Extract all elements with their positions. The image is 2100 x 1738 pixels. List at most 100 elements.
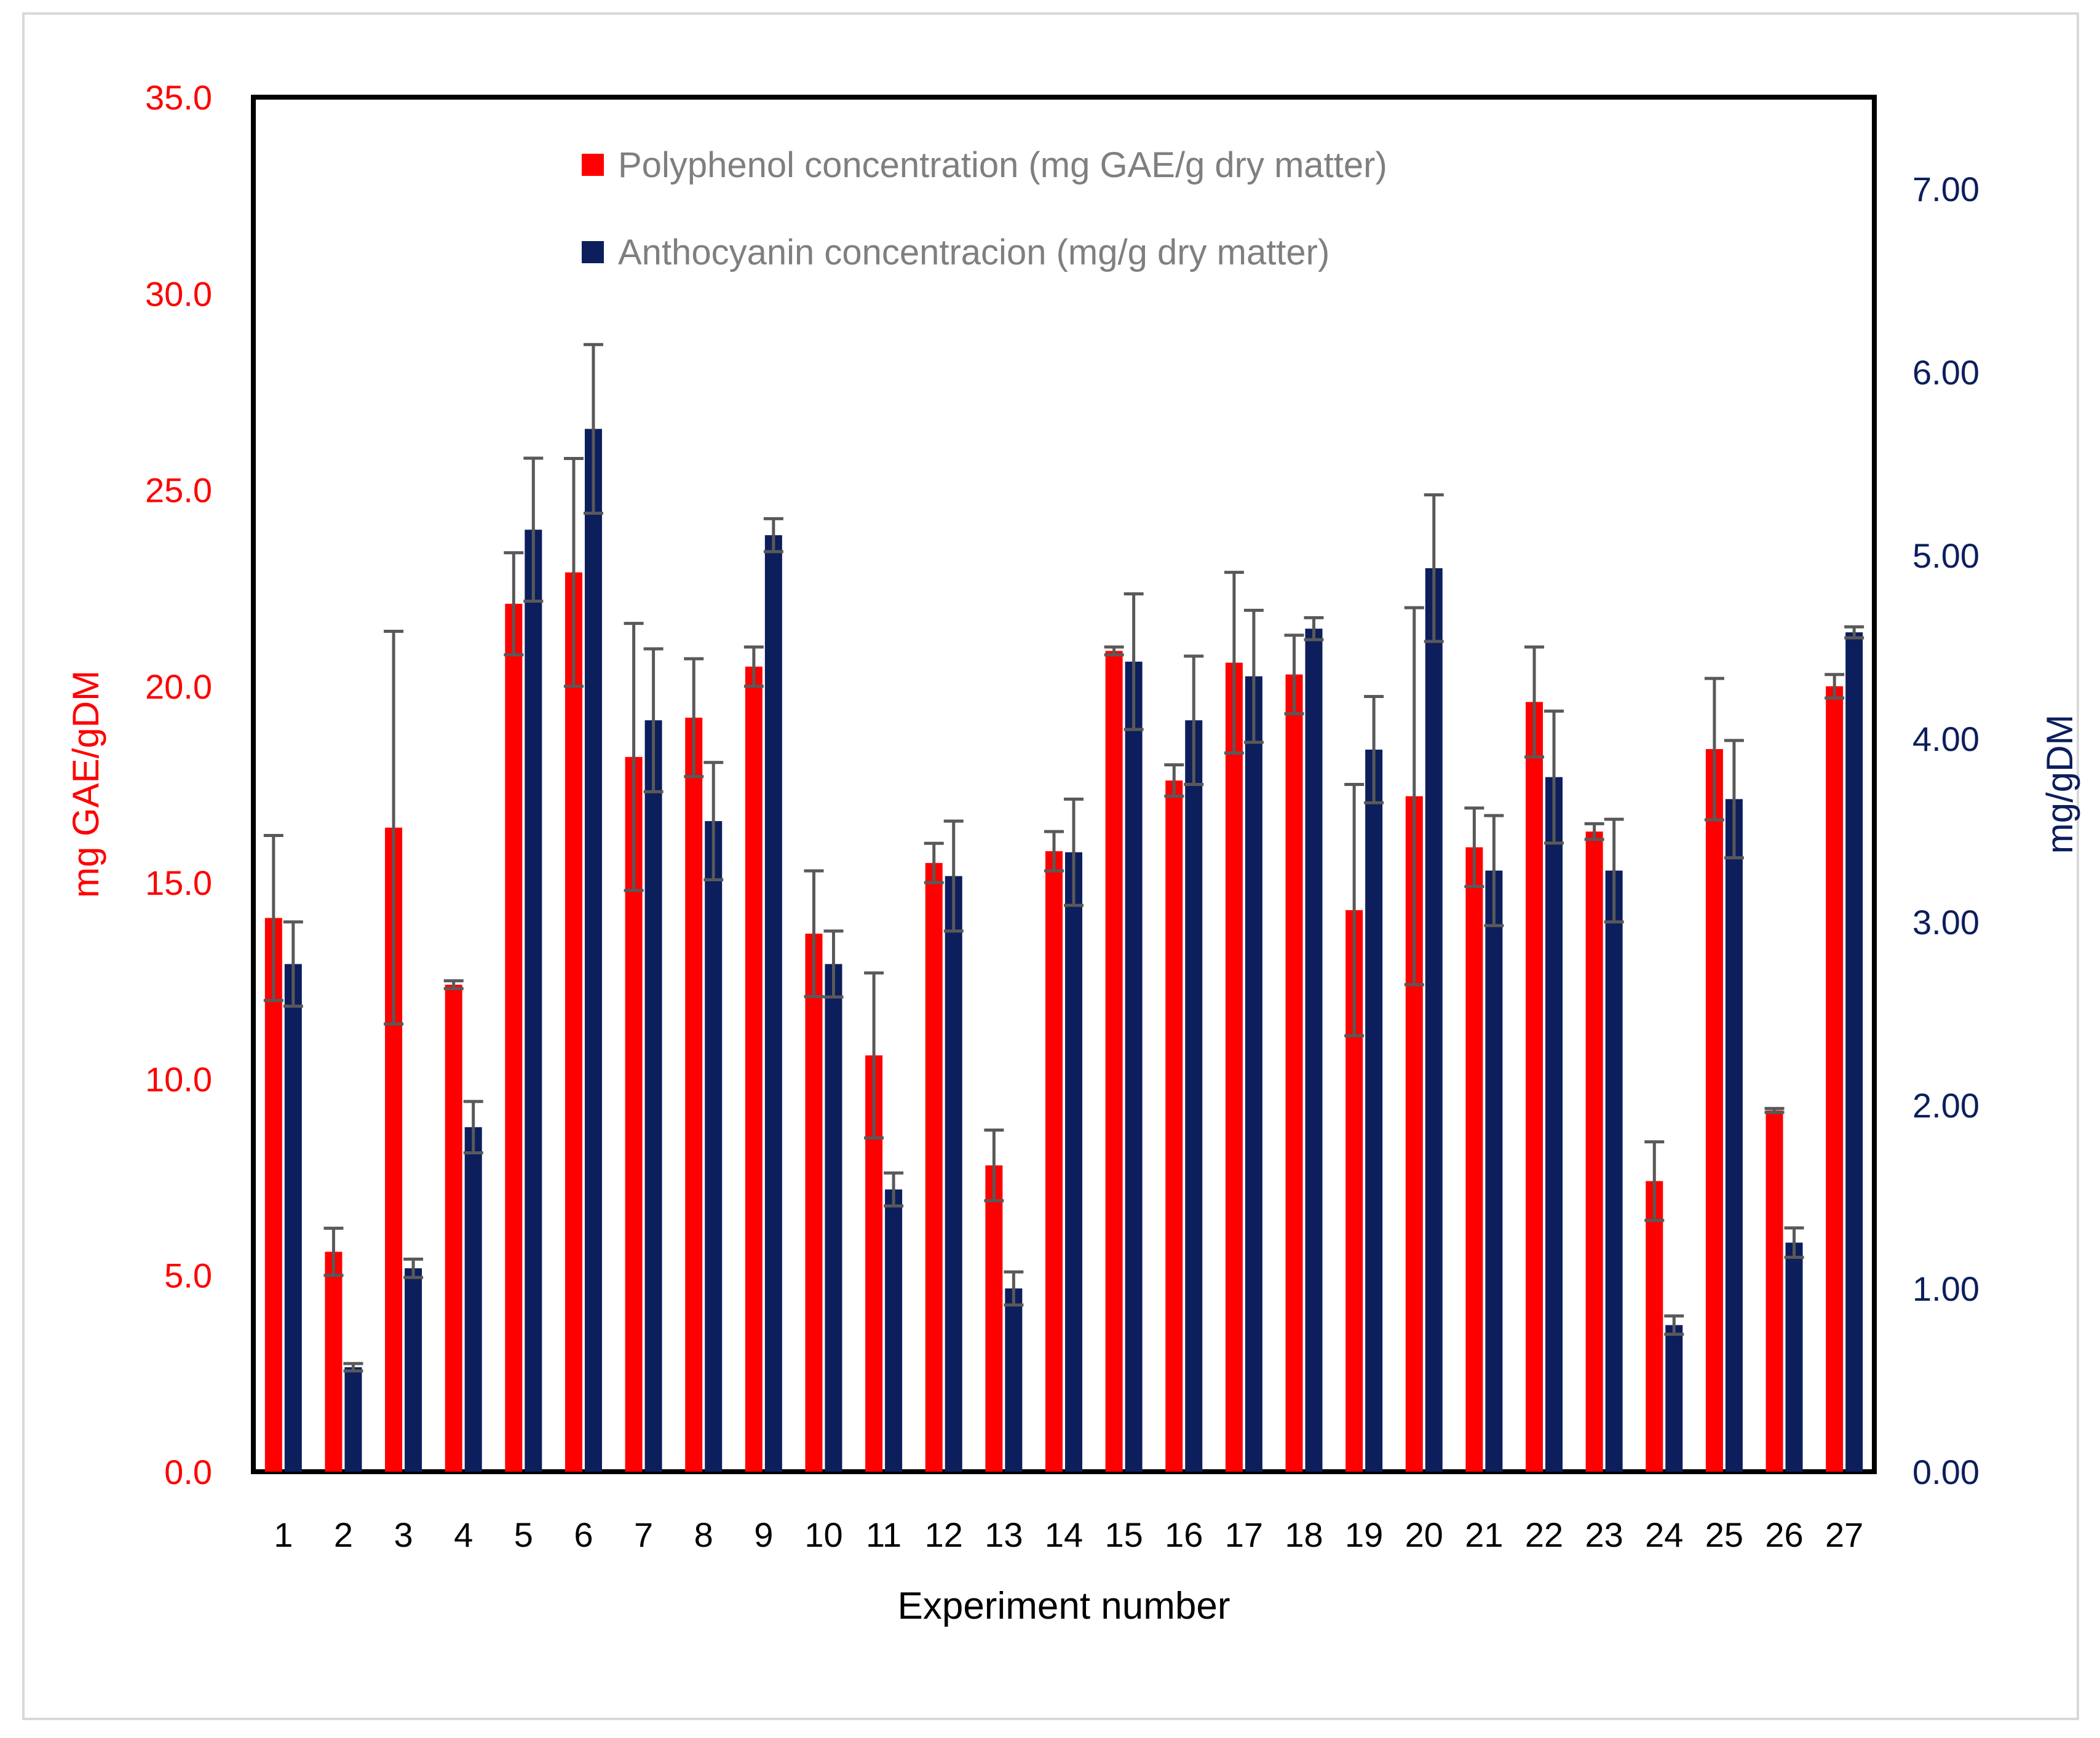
error-bar-polyphenol	[263, 834, 283, 1002]
bar-polyphenol	[925, 863, 943, 1472]
bar-polyphenol	[445, 985, 462, 1472]
bar-anthocyanin	[705, 821, 723, 1472]
bar-anthocyanin	[1665, 1325, 1683, 1472]
bar-anthocyanin	[1185, 720, 1203, 1472]
error-bar-anthocyanin	[1424, 493, 1444, 643]
y-tick-label-right: 7.00	[1912, 170, 1979, 208]
y-tick-label-left: 15.0	[145, 863, 212, 902]
x-tick-label: 3	[394, 1515, 413, 1554]
bar-anthocyanin	[1365, 749, 1383, 1472]
x-tick-label: 15	[1104, 1515, 1143, 1554]
y-tick-label-left: 0.0	[164, 1453, 212, 1491]
error-bar-anthocyanin	[1604, 817, 1624, 924]
bar-polyphenol	[1465, 847, 1483, 1472]
x-tick-label: 23	[1585, 1515, 1623, 1554]
bar-anthocyanin	[1785, 1242, 1803, 1472]
error-bar-polyphenol	[504, 551, 524, 657]
bar-anthocyanin	[464, 1127, 482, 1472]
bar-anthocyanin	[405, 1268, 422, 1472]
error-bar-polyphenol	[1344, 783, 1365, 1038]
legend-label-anthocyanin: Anthocyanin concentracion (mg/g dry matt…	[618, 232, 1329, 272]
bars-layer	[263, 343, 1864, 1472]
bar-anthocyanin	[945, 876, 962, 1472]
chart-frame	[22, 12, 2079, 1720]
bar-anthocyanin	[1245, 676, 1262, 1472]
x-tick-label: 27	[1825, 1515, 1863, 1554]
error-bar-anthocyanin	[583, 343, 603, 515]
bar-anthocyanin	[1725, 799, 1743, 1472]
x-tick-label: 22	[1525, 1515, 1563, 1554]
legend: Polyphenol concentration (mg GAE/g dry m…	[582, 145, 1387, 272]
error-bar-anthocyanin	[1664, 1314, 1684, 1336]
error-bar-polyphenol	[1704, 677, 1724, 822]
x-tick-label: 14	[1045, 1515, 1083, 1554]
x-tick-label: 16	[1165, 1515, 1203, 1554]
error-bar-anthocyanin	[1784, 1226, 1804, 1259]
x-tick-label: 2	[334, 1515, 353, 1554]
error-bar-polyphenol	[1644, 1140, 1665, 1222]
x-tick-label: 26	[1765, 1515, 1803, 1554]
x-tick-label: 4	[454, 1515, 473, 1554]
x-tick-label: 17	[1225, 1515, 1263, 1554]
bar-polyphenol	[1105, 651, 1123, 1472]
error-bar-polyphenol	[924, 841, 944, 884]
bar-polyphenol	[1585, 831, 1603, 1472]
bar-polyphenol	[325, 1252, 343, 1472]
x-tick-label: 25	[1705, 1515, 1743, 1554]
y-tick-label-right: 2.00	[1912, 1086, 1979, 1125]
error-bar-anthocyanin	[1004, 1270, 1024, 1307]
bar-polyphenol	[1826, 686, 1844, 1472]
y-axis-title-right: mg/gDM	[2039, 715, 2080, 854]
y-tick-label-right: 3.00	[1912, 903, 1979, 942]
x-tick-label: 19	[1345, 1515, 1383, 1554]
y-tick-label-left: 5.0	[164, 1256, 212, 1295]
y-axis-title-left: mg GAE/gDM	[65, 670, 106, 898]
x-tick-label: 10	[804, 1515, 842, 1554]
bar-anthocyanin	[1545, 777, 1563, 1472]
error-bar-polyphenol	[1044, 830, 1064, 873]
bar-polyphenol	[985, 1165, 1003, 1472]
bar-polyphenol	[745, 666, 763, 1472]
error-bar-anthocyanin	[1304, 616, 1324, 641]
error-bar-anthocyanin	[1064, 797, 1084, 907]
bar-polyphenol	[1045, 851, 1063, 1472]
bar-anthocyanin	[1605, 870, 1623, 1472]
x-tick-label: 12	[925, 1515, 963, 1554]
error-bar-polyphenol	[624, 622, 644, 892]
y-tick-label-left: 35.0	[145, 78, 212, 117]
bar-polyphenol	[505, 603, 523, 1472]
error-bar-polyphenol	[864, 971, 884, 1140]
bar-anthocyanin	[644, 720, 662, 1472]
y-tick-label-right: 6.00	[1912, 353, 1979, 392]
y-tick-label-left: 20.0	[145, 667, 212, 706]
y-tick-label-right: 5.00	[1912, 536, 1979, 575]
bar-polyphenol	[1165, 780, 1183, 1472]
error-bar-anthocyanin	[1724, 739, 1744, 860]
y-tick-label-right: 4.00	[1912, 720, 1979, 758]
ticks-layer: 1 2 3 4 5 6 7 8 9 10 11 12 13 14 15 16 17 18 19 20 21 22 23 24 2…	[145, 78, 1979, 1554]
x-tick-label: 24	[1645, 1515, 1683, 1554]
x-tick-label: 8	[694, 1515, 713, 1554]
error-bar-polyphenol	[684, 657, 704, 779]
error-bar-polyphenol	[804, 869, 824, 998]
x-tick-label: 11	[866, 1515, 901, 1554]
bar-anthocyanin	[1065, 852, 1082, 1472]
bar-anthocyanin	[825, 964, 842, 1472]
error-bar-polyphenol	[1524, 645, 1545, 759]
x-tick-label: 9	[754, 1515, 773, 1554]
error-bar-anthocyanin	[1243, 608, 1264, 744]
y-tick-label-left: 30.0	[145, 274, 212, 313]
error-bar-anthocyanin	[1184, 654, 1204, 786]
error-bar-polyphenol	[443, 979, 464, 991]
bar-polyphenol	[1285, 674, 1303, 1472]
plot-area	[251, 95, 1877, 1474]
error-bar-polyphenol	[1104, 645, 1124, 657]
error-bar-anthocyanin	[884, 1171, 904, 1208]
bar-polyphenol	[805, 934, 823, 1472]
bar-anthocyanin	[1125, 661, 1143, 1472]
error-bar-polyphenol	[1464, 806, 1484, 889]
bar-anthocyanin	[284, 964, 302, 1472]
error-bar-anthocyanin	[1364, 694, 1384, 804]
bar-anthocyanin	[344, 1367, 362, 1472]
